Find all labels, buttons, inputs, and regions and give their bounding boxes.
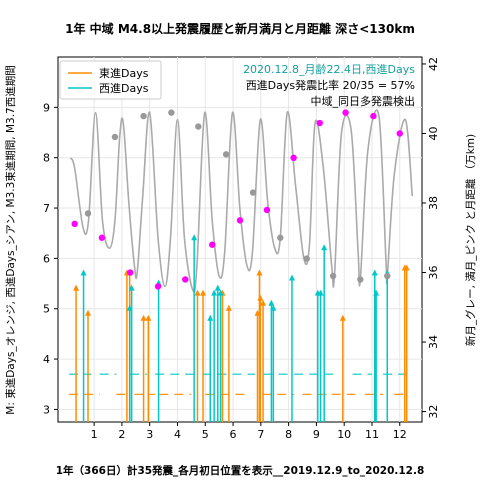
new-moon-point <box>357 276 364 283</box>
x-tick-label-7: 7 <box>257 428 264 441</box>
new-moon-point <box>277 234 284 241</box>
east-quake-marker <box>225 304 232 311</box>
y2-tick-label-40: 40 <box>427 126 440 140</box>
x-tick-label-5: 5 <box>202 428 209 441</box>
east-quake-marker <box>85 309 92 316</box>
east-quake-marker <box>140 314 147 321</box>
y-tick-label-7: 7 <box>43 202 50 215</box>
legend-east-label: 東進Days <box>99 67 149 80</box>
y-tick-label-6: 6 <box>43 252 50 265</box>
full-moon-point <box>182 276 189 283</box>
west-quake-marker <box>191 234 198 241</box>
new-moon-point <box>384 272 391 280</box>
x-tick-label-11: 11 <box>365 428 379 441</box>
y2-tick-label-32: 32 <box>427 405 440 419</box>
x-tick-label-9: 9 <box>313 428 320 441</box>
moon-distance-curve <box>69 109 414 294</box>
new-moon-point <box>329 272 337 280</box>
new-moon-point <box>303 255 310 262</box>
y-tick-label-5: 5 <box>43 303 50 316</box>
full-moon-point <box>290 154 297 162</box>
legend: 東進Days 西進Days <box>59 60 162 100</box>
full-moon-point <box>316 119 323 127</box>
magnitude-periods <box>69 373 409 395</box>
full-moon-point <box>71 220 78 228</box>
west-quake-marker <box>270 304 277 311</box>
new-moon-point <box>222 151 230 158</box>
full-moon-point <box>154 283 162 290</box>
west-quake-marker <box>321 244 328 251</box>
y-axis-label-left: M: 東進Days_オレンジ, 西進Days_シアン, M3.3東進期間, M3… <box>4 65 17 414</box>
full-moon-point <box>98 234 106 241</box>
east-quake-marker <box>200 289 207 296</box>
east-quake-marker <box>339 314 346 321</box>
y2-tick-label-42: 42 <box>427 57 440 71</box>
west-quake-marker <box>207 314 214 321</box>
y-tick-label-4: 4 <box>43 353 50 366</box>
legend-west-label: 西進Days <box>99 82 149 95</box>
new-moon-point <box>84 210 92 217</box>
west-quake-marker <box>268 299 275 306</box>
x-tick-label-3: 3 <box>146 428 153 441</box>
west-quake-marker <box>80 269 87 276</box>
quake-markers <box>73 234 410 422</box>
plot-area <box>57 56 423 423</box>
new-moon-point <box>168 109 175 116</box>
x-tick-label-2: 2 <box>118 428 125 441</box>
moon-markers <box>71 109 403 290</box>
full-moon-point <box>127 269 134 276</box>
y-tick-label-8: 8 <box>43 152 50 165</box>
west-quake-marker <box>288 274 295 281</box>
new-moon-point <box>195 123 202 130</box>
x-tick-label-10: 10 <box>337 428 351 441</box>
y2-tick-label-36: 36 <box>427 266 440 280</box>
west-quake-marker <box>217 289 224 296</box>
y-tick-label-3: 3 <box>43 403 50 416</box>
y2-tick-label-38: 38 <box>427 196 440 210</box>
annotation-ratio: 西進Days発震比率 20/35 = 57% <box>246 78 415 92</box>
east-quake-marker <box>257 294 264 301</box>
west-quake-marker <box>214 284 221 291</box>
x-tick-label-8: 8 <box>285 428 292 441</box>
west-quake-marker <box>128 284 135 291</box>
east-quake-marker <box>260 299 267 306</box>
east-quake-marker <box>73 284 80 291</box>
x-tick-label-4: 4 <box>174 428 181 441</box>
east-quake-marker <box>403 264 410 271</box>
east-quake-marker <box>194 289 201 296</box>
east-quake-marker <box>256 269 263 276</box>
west-quake-marker <box>371 269 378 276</box>
full-moon-point <box>342 109 349 116</box>
new-moon-point <box>249 189 257 196</box>
east-quake-marker <box>145 314 152 321</box>
annotation-date: 2020.12.8_月齢22.4日,西進Days <box>243 62 415 76</box>
x-tick-label-1: 1 <box>91 428 98 441</box>
new-moon-point <box>111 133 119 141</box>
west-quake-marker <box>317 289 324 296</box>
full-moon-point <box>236 217 244 224</box>
moon-distance-line <box>69 109 414 294</box>
chart-title: 1年 中域 M4.8以上発震履歴と新月満月と月距離 深さ<130km <box>65 21 415 36</box>
legend-box <box>59 60 162 100</box>
y-axis-label-right: 新月_グレー, 満月_ピンク と月距離 （万km) <box>464 134 477 346</box>
x-tick-label-6: 6 <box>230 428 237 441</box>
full-moon-point <box>263 206 271 214</box>
new-moon-point <box>140 112 147 120</box>
y-tick-label-9: 9 <box>43 101 50 114</box>
west-quake-marker <box>211 289 218 296</box>
x-tick-label-12: 12 <box>393 428 407 441</box>
full-moon-point <box>370 112 377 120</box>
full-moon-point <box>396 130 403 137</box>
annotation-note: 中域_同日多発震検出 <box>311 94 416 108</box>
y2-tick-label-34: 34 <box>427 335 440 349</box>
x-axis-label: 1年（366日）計35発震_各月初日位置を表示__2019.12.9_to_20… <box>56 464 425 477</box>
full-moon-point <box>209 241 216 248</box>
